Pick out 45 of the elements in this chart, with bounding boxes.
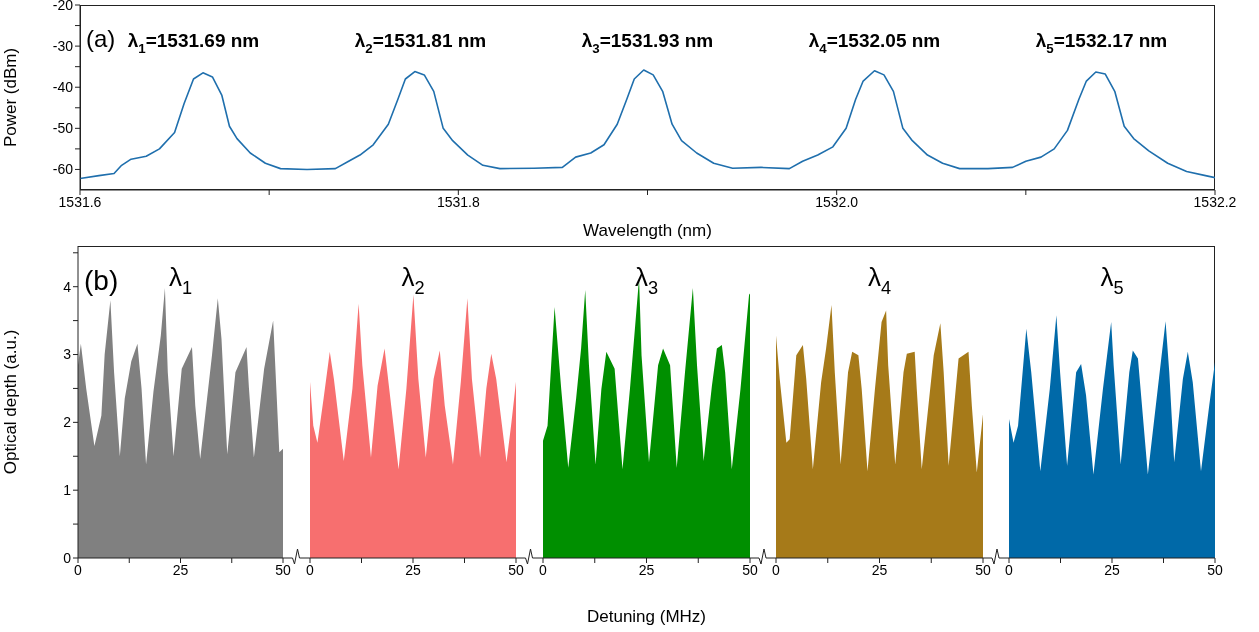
annotation: λ$_{4}$=1532.05 nm bbox=[808, 30, 941, 56]
x-tick-label: 1531.8 bbox=[436, 193, 480, 210]
x-tick-label: 0 bbox=[772, 561, 781, 578]
annotation: λ$_{1}$=1531.69 nm bbox=[127, 30, 260, 56]
y-axis-title: Optical depth (a.u.) bbox=[1, 329, 21, 475]
annotation: λ$_{1}$ bbox=[168, 262, 193, 298]
x-tick-label: 1532.2 bbox=[1193, 193, 1237, 210]
x-tick-label: 0 bbox=[306, 561, 315, 578]
x-tick-label: 25 bbox=[172, 561, 189, 578]
annotation: λ$_{2}$ bbox=[401, 262, 425, 298]
y-tick-label: 3 bbox=[63, 346, 72, 363]
x-tick-label: 25 bbox=[405, 561, 421, 578]
y-tick-label: 4 bbox=[63, 278, 72, 295]
x-tick-label: 25 bbox=[871, 561, 888, 578]
x-tick-label: 1531.6 bbox=[58, 193, 102, 210]
annotation: (a) bbox=[86, 25, 116, 52]
y-tick-label: 1 bbox=[63, 482, 72, 499]
x-tick-label: 1532.0 bbox=[815, 193, 859, 210]
line-series bbox=[80, 69, 1215, 180]
y-tick-label: 2 bbox=[63, 414, 72, 431]
annotation: λ$_{5}$=1532.17 nm bbox=[1035, 30, 1168, 56]
x-tick-label: 50 bbox=[975, 561, 991, 578]
x-tick-label: 0 bbox=[539, 561, 548, 578]
y-tick-label: -20 bbox=[52, 0, 74, 13]
y-tick-label: -40 bbox=[52, 79, 74, 96]
annotation: λ$_{2}$=1531.81 nm bbox=[354, 30, 487, 56]
annotation: λ$_{5}$ bbox=[1100, 262, 1124, 298]
x-tick-label: 25 bbox=[1104, 561, 1120, 578]
x-tick-label: 50 bbox=[742, 561, 758, 578]
x-tick-label: 50 bbox=[275, 561, 291, 578]
y-tick-label: -60 bbox=[52, 161, 74, 178]
x-tick-label: 50 bbox=[1207, 561, 1223, 578]
x-axis-title: Wavelength (nm) bbox=[583, 221, 712, 240]
y-axis-title: Power (dBm) bbox=[1, 47, 21, 148]
y-tick-label: 0 bbox=[63, 549, 72, 566]
x-axis-title: Detuning (MHz) bbox=[586, 607, 707, 626]
y-tick-label: -30 bbox=[52, 38, 74, 55]
annotation: λ$_{3}$ bbox=[634, 262, 659, 298]
x-tick-label: 25 bbox=[638, 561, 655, 578]
x-tick-label: 0 bbox=[1005, 561, 1014, 578]
annotation: λ$_{4}$ bbox=[867, 262, 892, 298]
annotation: λ$_{3}$=1531.93 nm bbox=[581, 30, 714, 56]
annotation: (b) bbox=[84, 265, 119, 296]
x-tick-label: 50 bbox=[508, 561, 524, 578]
y-tick-label: -50 bbox=[52, 120, 74, 137]
